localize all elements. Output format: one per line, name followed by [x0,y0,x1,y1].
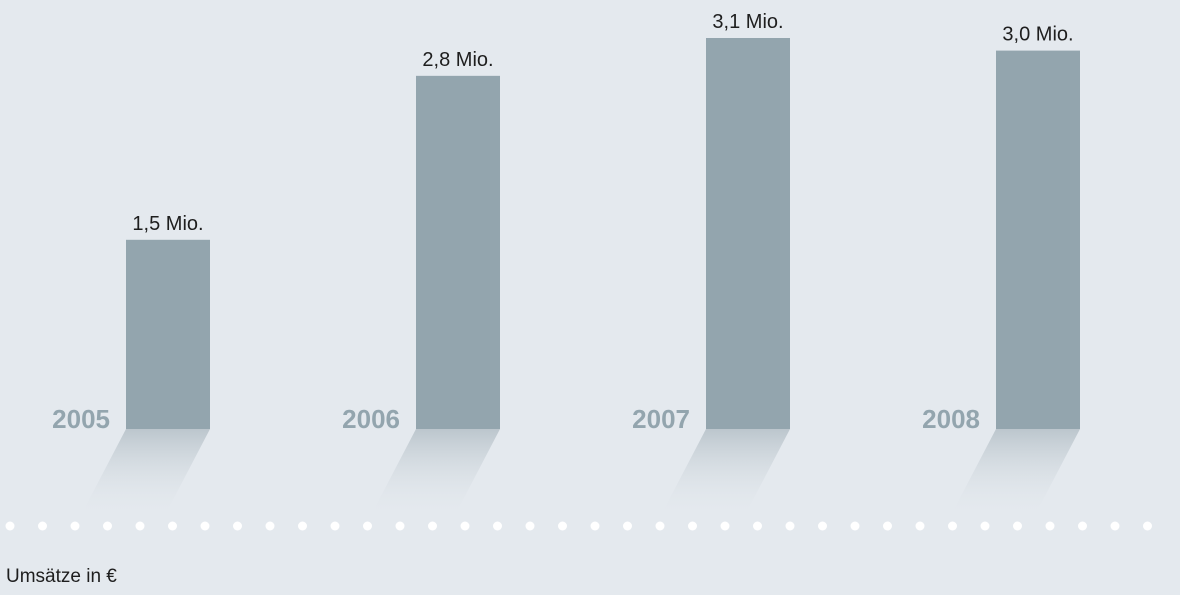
divider-dot [948,521,957,531]
divider-dot [1045,521,1055,531]
bar-2005 [126,239,210,429]
bar-shadow [660,429,790,517]
divider-dot [298,521,307,531]
divider-dot [753,521,762,531]
divider-dot [623,521,632,531]
value-label-2007: 3,1 Mio. [712,11,783,33]
divider-dot [590,521,600,531]
year-label-2006: 2006 [342,404,400,434]
divider-dot [850,521,860,531]
divider-dot [233,521,242,531]
divider-dot [168,521,177,531]
divider-dot [688,521,697,531]
divider-dot [330,521,340,531]
divider-dot [103,521,112,531]
divider-dot [525,521,535,531]
divider-dot [363,521,372,531]
divider-dot [265,521,275,531]
divider-dot [980,521,990,531]
divider-dot [818,521,827,531]
chart-caption: Umsätze in € [6,566,117,587]
divider-dot [460,521,470,531]
divider-dot [38,521,47,531]
year-label-2007: 2007 [632,404,690,434]
bar-2006 [416,75,500,429]
divider-dot [558,521,567,531]
value-label-2008: 3,0 Mio. [1002,24,1073,46]
divider-dot [1078,521,1087,531]
divider-dot [720,521,730,531]
bar-2007 [706,38,790,429]
bar-shadow [80,429,210,517]
divider-dot [1110,521,1120,531]
divider-dot [1143,521,1152,531]
divider-dot [70,521,80,531]
bar-2008 [996,50,1080,429]
value-label-2005: 1,5 Mio. [132,213,203,235]
bar-shadow [370,429,500,517]
divider-dot [655,521,665,531]
year-label-2008: 2008 [922,404,980,434]
divider-dot [915,521,925,531]
divider-dot [5,521,15,531]
divider-dot [200,521,210,531]
divider-dot [785,521,795,531]
divider-dot [493,521,502,531]
divider-dot [135,521,145,531]
bar-shadow [950,429,1080,517]
year-label-2005: 2005 [52,404,110,434]
divider-dot [395,521,405,531]
divider-dot [428,521,437,531]
value-label-2006: 2,8 Mio. [422,49,493,71]
divider-dot [883,521,892,531]
divider-dot [1013,521,1022,531]
